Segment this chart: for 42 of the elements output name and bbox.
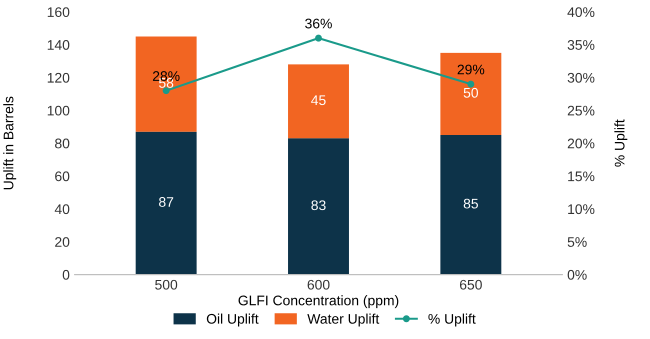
y2-tick-label: 40% (567, 7, 594, 18)
y2-tick-label: 30% (568, 72, 594, 83)
data-label: 50 (464, 88, 478, 98)
bar (440, 52, 502, 136)
y-tick-label: 40 (54, 204, 70, 214)
y-tick-label: 20 (55, 237, 70, 247)
y2-tick-label: 5% (568, 237, 587, 247)
y-tick-label: 140 (48, 40, 70, 50)
y2-tick-label: 10% (568, 204, 594, 214)
x-tick-label: 650 (460, 280, 482, 290)
data-label: 29% (458, 64, 484, 74)
y2-tick-label: 0% (568, 270, 587, 280)
bar (136, 132, 197, 275)
x-axis-title: GLFI Concentration (ppm) (238, 295, 398, 308)
data-label: 87 (159, 197, 174, 207)
y2-tick-label: 35% (568, 40, 594, 50)
y-axis-title: Uplift in Barrels (3, 96, 16, 190)
y2-tick-label: 25% (568, 106, 594, 116)
y-tick-label: 120 (48, 72, 70, 83)
y2-tick-label: 15% (568, 171, 594, 182)
bar (136, 36, 197, 132)
x-tick-label: 500 (155, 280, 178, 290)
legend-label: Water Uplift (307, 314, 380, 326)
y-tick-label: 60 (55, 171, 70, 182)
data-label: 85 (464, 198, 478, 209)
y2-axis-title: % Uplift (614, 119, 628, 167)
data-label: 45 (311, 95, 326, 106)
bar (440, 135, 502, 275)
point (467, 80, 474, 88)
data-label: 36% (305, 18, 332, 28)
y-tick-label: 160 (48, 7, 70, 18)
legend-label: Oil Uplift (206, 314, 259, 326)
data-label: 83 (311, 200, 326, 210)
legend-label: % Uplift (428, 314, 476, 326)
bar (288, 138, 349, 275)
y2-tick-label: 20% (568, 138, 594, 148)
x-tick-label: 600 (308, 280, 330, 290)
y-tick-label: 80 (55, 138, 70, 148)
y-tick-label: 100 (48, 106, 70, 116)
bar (288, 64, 349, 138)
point (315, 34, 322, 42)
y-tick-label: 0 (62, 270, 70, 280)
